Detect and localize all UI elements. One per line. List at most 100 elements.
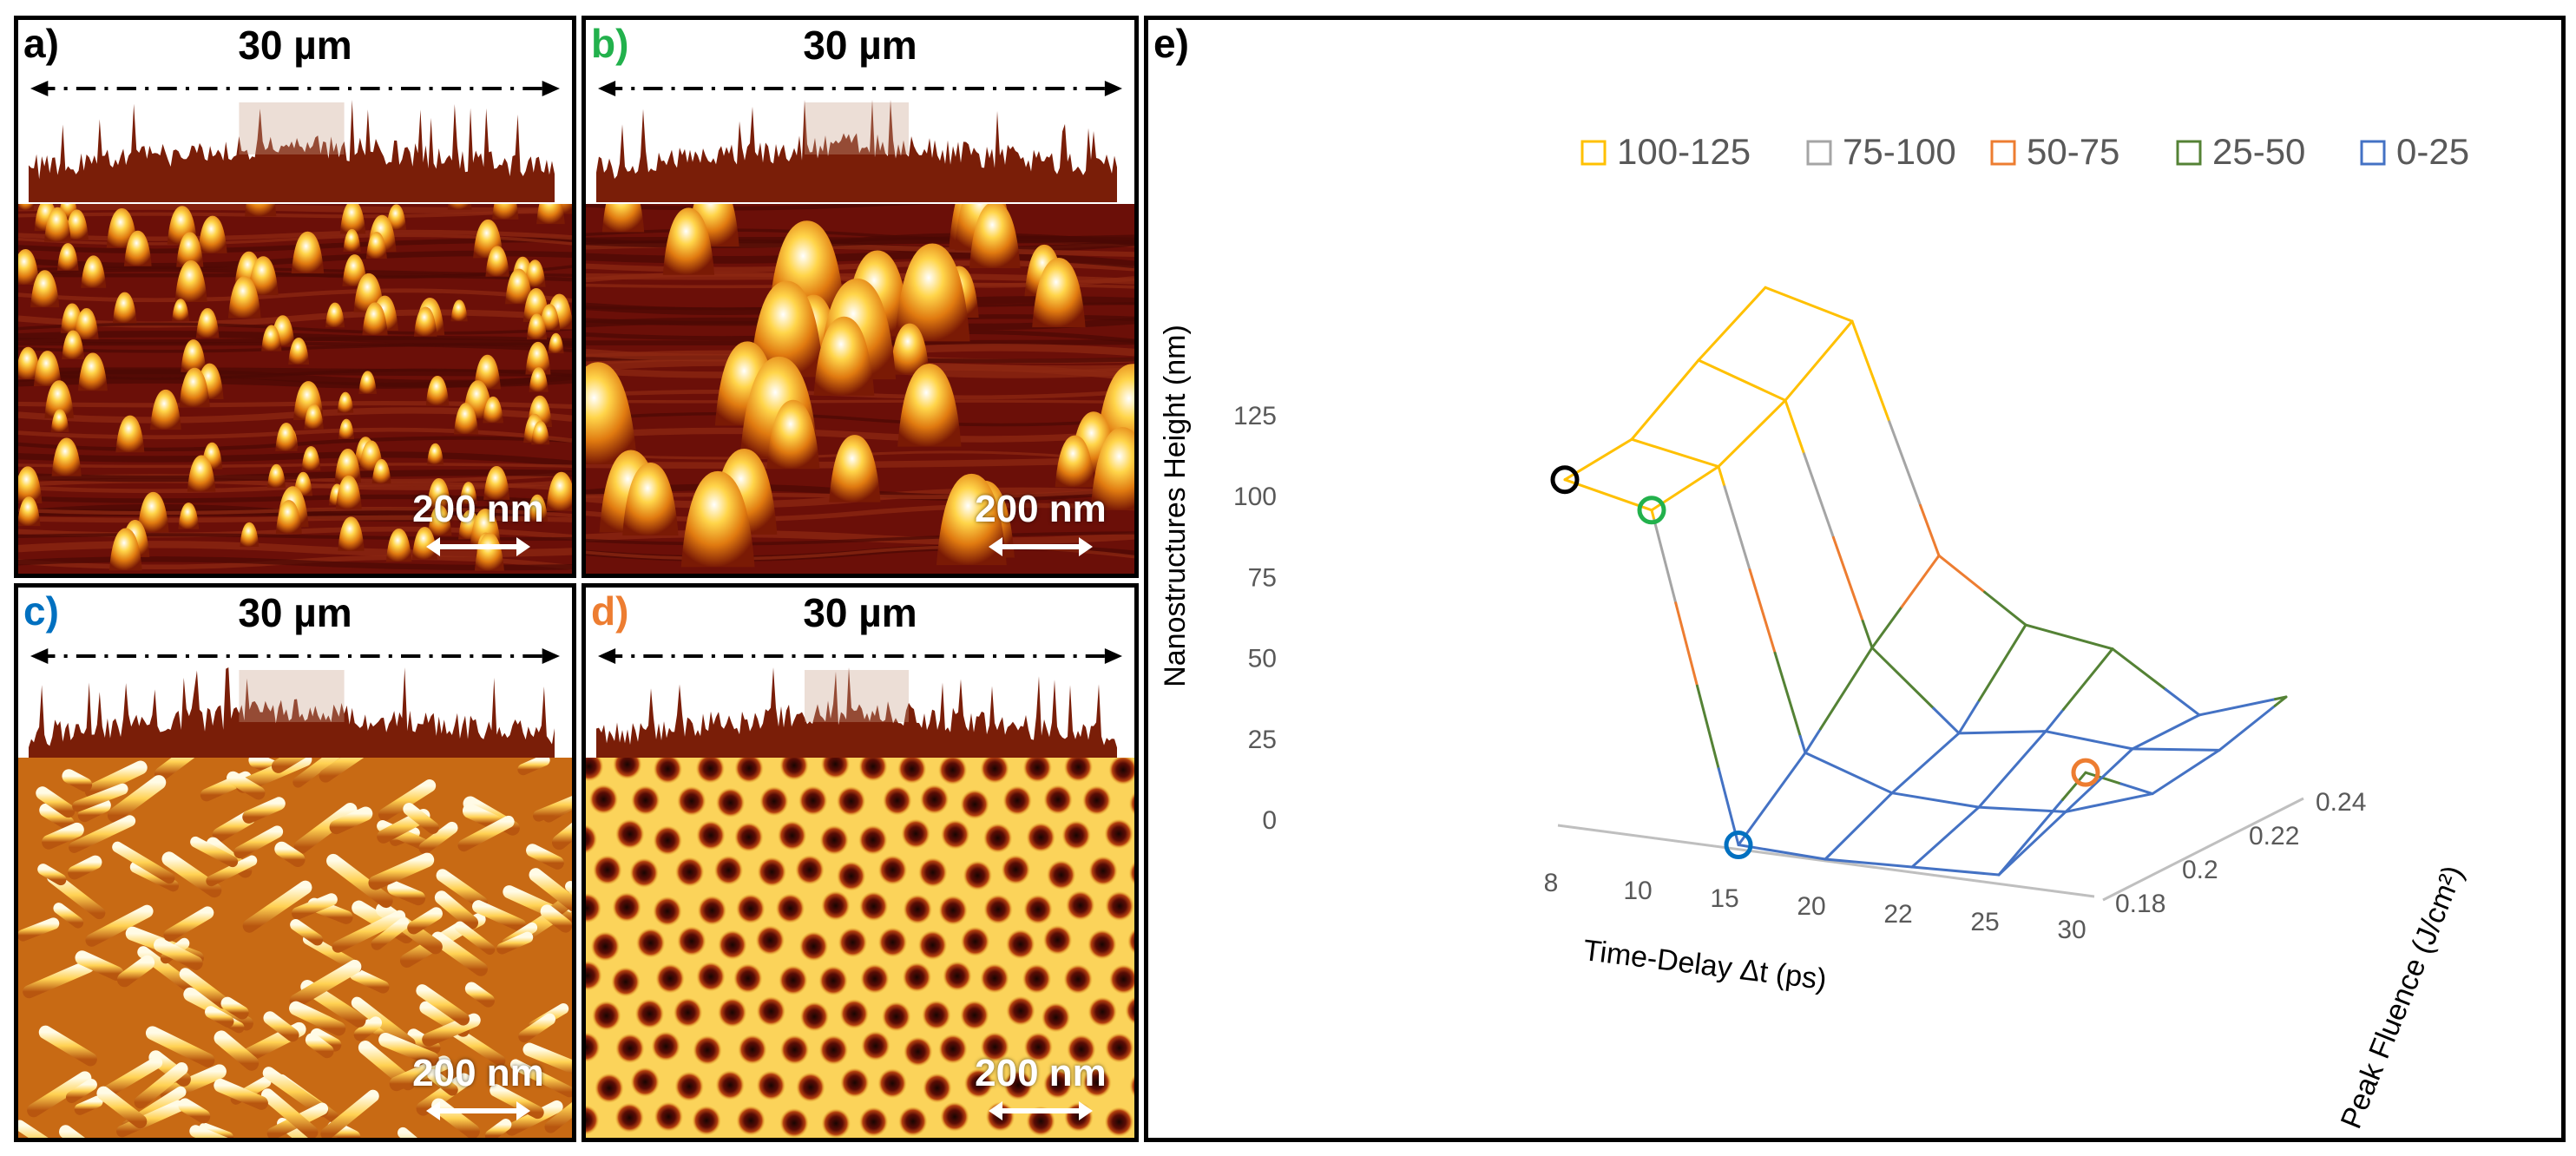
- nanohole: [937, 758, 968, 785]
- scale-bar: 200 nm: [954, 489, 1127, 567]
- nanohole: [963, 860, 993, 891]
- nanospike: [334, 448, 362, 483]
- legend-swatch: [2176, 140, 2202, 166]
- nanohole: [858, 1107, 889, 1137]
- groove-ridge: [389, 1055, 451, 1092]
- nanohole: [1128, 861, 1134, 885]
- groove-ridge: [462, 803, 503, 831]
- nanospike: [195, 308, 220, 338]
- surface-edge: [1957, 699, 1981, 735]
- nanospike: [414, 306, 437, 337]
- groove-ridge: [518, 1013, 555, 1043]
- nanohole: [1042, 1068, 1073, 1100]
- surface-edge: [2111, 647, 2167, 691]
- groove-ridge: [205, 1006, 234, 1028]
- groove-ridge: [107, 775, 167, 823]
- ripple-texture: [18, 206, 572, 219]
- nanospike: [342, 254, 367, 286]
- nanospike: [453, 403, 479, 435]
- nanospike: [1090, 427, 1134, 510]
- surface-edge: [1819, 646, 1874, 731]
- groove-ridge: [496, 931, 534, 955]
- nanospike: [267, 463, 286, 488]
- nanohole: [819, 824, 849, 856]
- nanospike: [750, 280, 824, 378]
- surface-edge: [1697, 358, 1787, 402]
- nanohole: [1043, 785, 1073, 815]
- surface-edge: [2131, 747, 2221, 752]
- groove-ridge: [353, 1016, 383, 1041]
- y-tick-label: 25: [1248, 726, 1277, 754]
- nanohole: [980, 1031, 1010, 1062]
- legend-label: 100-125: [1617, 131, 1751, 172]
- surface-edge: [2131, 713, 2201, 751]
- span-ruler: [598, 79, 1122, 98]
- nanospike: [44, 380, 75, 418]
- nanohole: [1108, 758, 1134, 785]
- nanohole: [586, 824, 598, 854]
- nanohole: [1088, 929, 1117, 960]
- nanohole: [612, 891, 641, 923]
- nanohole: [1104, 1107, 1134, 1137]
- surface-edge: [2119, 782, 2154, 796]
- nanospike: [362, 302, 388, 336]
- nanospike: [766, 399, 820, 470]
- nanospike: [601, 204, 645, 233]
- groove-ridge: [329, 806, 373, 835]
- nanohole: [877, 1067, 907, 1099]
- surface-edge: [1900, 554, 1941, 608]
- nanohole: [653, 758, 683, 785]
- groove-ridge: [100, 1056, 163, 1099]
- groove-ridge: [472, 900, 527, 932]
- nanohole: [674, 1071, 704, 1102]
- groove-ridge: [179, 968, 230, 1009]
- nanohole: [839, 998, 870, 1029]
- groove-ridge: [23, 959, 95, 999]
- profile-peak-haze: [239, 102, 345, 154]
- nanospike: [181, 339, 207, 372]
- afm-panel-a: 30 µm a) 200 nm: [14, 16, 576, 578]
- groove-ridge: [42, 822, 84, 850]
- x-tick-label: 22: [1883, 900, 1912, 929]
- nanospike: [447, 204, 472, 210]
- surface-edge: [1784, 319, 1854, 402]
- groove-ridge: [305, 1033, 334, 1059]
- nanohole: [595, 1073, 624, 1104]
- nanospike: [275, 500, 302, 534]
- nanospike: [505, 268, 533, 305]
- nanohole: [1006, 995, 1035, 1027]
- ripple-texture: [18, 288, 572, 303]
- y-tick-label: 125: [1233, 402, 1277, 430]
- groove-ridge: [214, 1030, 260, 1071]
- nanospike: [343, 228, 361, 253]
- nanohole: [901, 818, 930, 849]
- groove-ridge: [233, 825, 284, 859]
- surface-edge: [1630, 437, 1720, 469]
- nanospike: [112, 292, 137, 324]
- nanohole: [738, 1034, 767, 1065]
- nanospike: [291, 231, 325, 274]
- nanospike: [353, 273, 384, 312]
- ripple-texture: [18, 451, 572, 467]
- nanospike: [474, 354, 501, 390]
- nanospike: [425, 376, 450, 406]
- groove-ridge: [484, 1119, 512, 1138]
- groove-ridge: [75, 950, 124, 982]
- groove-ridge: [214, 1078, 268, 1110]
- nanohole: [980, 758, 1009, 784]
- groove-ridge: [436, 869, 488, 910]
- groove-ridge: [116, 955, 155, 988]
- surface-chart-panel: 100-125 75-100 50-75 25-50 0-25 0 25 50 75 100 12…: [1144, 16, 2566, 1142]
- nanospike: [174, 260, 207, 302]
- groove-ridge: [378, 1032, 439, 1067]
- surface-edge: [2061, 771, 2087, 801]
- groove-ridge: [540, 904, 572, 933]
- nanospike: [536, 204, 565, 225]
- nanohole: [756, 995, 786, 1027]
- z-tick-label: 0.22: [2249, 822, 2299, 851]
- nanospike: [338, 516, 365, 551]
- nanospike: [662, 207, 715, 275]
- nanohole: [982, 823, 1013, 854]
- nanohole: [858, 891, 889, 922]
- groove-ridge: [227, 771, 266, 800]
